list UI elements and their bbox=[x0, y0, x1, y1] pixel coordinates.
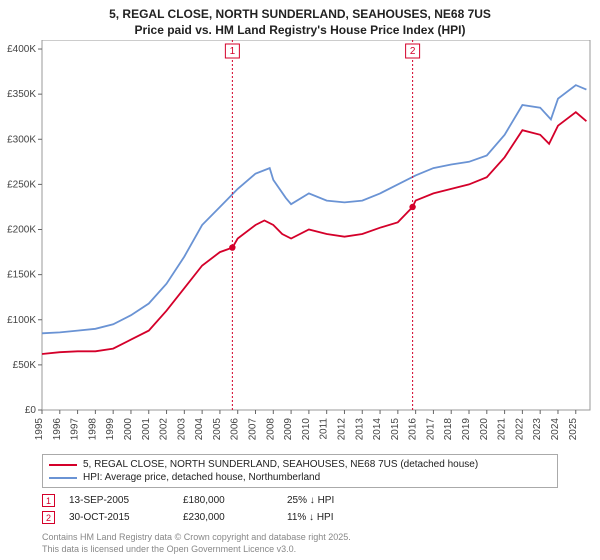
y-tick-label: £350K bbox=[7, 90, 36, 101]
footer: Contains HM Land Registry data © Crown c… bbox=[42, 532, 558, 555]
x-tick-label: 2000 bbox=[123, 418, 134, 441]
y-tick-label: £100K bbox=[7, 315, 36, 326]
x-tick-label: 2014 bbox=[372, 418, 383, 441]
x-tick-label: 2022 bbox=[514, 418, 525, 441]
title-block: 5, REGAL CLOSE, NORTH SUNDERLAND, SEAHOU… bbox=[0, 0, 600, 40]
x-tick-label: 2007 bbox=[248, 418, 259, 441]
x-tick-label: 2016 bbox=[408, 418, 419, 441]
legend-row: 5, REGAL CLOSE, NORTH SUNDERLAND, SEAHOU… bbox=[49, 458, 551, 471]
x-tick-label: 2006 bbox=[230, 418, 241, 441]
x-tick-label: 1996 bbox=[52, 418, 63, 441]
footer-line-2: This data is licensed under the Open Gov… bbox=[42, 544, 558, 555]
x-tick-label: 2003 bbox=[176, 418, 187, 441]
event-date: 30-OCT-2015 bbox=[69, 512, 169, 523]
plot-border bbox=[42, 40, 590, 410]
title-line-2: Price paid vs. HM Land Registry's House … bbox=[10, 22, 590, 38]
event-marker-box: 1 bbox=[42, 494, 55, 507]
legend-swatch bbox=[49, 477, 77, 479]
event-row: 1 13-SEP-2005 £180,000 25% ↓ HPI bbox=[42, 492, 558, 509]
legend-swatch bbox=[49, 464, 77, 466]
x-tick-label: 2021 bbox=[497, 418, 508, 441]
x-tick-label: 2019 bbox=[461, 418, 472, 441]
x-tick-label: 2002 bbox=[159, 418, 170, 441]
x-tick-label: 2023 bbox=[532, 418, 543, 441]
event-marker-box: 2 bbox=[42, 511, 55, 524]
events-table: 1 13-SEP-2005 £180,000 25% ↓ HPI 2 30-OCT-201… bbox=[42, 492, 558, 526]
x-tick-label: 2008 bbox=[265, 418, 276, 441]
legend-row: HPI: Average price, detached house, Nort… bbox=[49, 471, 551, 484]
x-tick-label: 2010 bbox=[301, 418, 312, 441]
event-price: £180,000 bbox=[183, 495, 273, 506]
x-tick-label: 2024 bbox=[550, 418, 561, 441]
event-price: £230,000 bbox=[183, 512, 273, 523]
y-tick-label: £300K bbox=[7, 135, 36, 146]
legend-label: HPI: Average price, detached house, Nort… bbox=[83, 472, 320, 483]
x-tick-label: 2001 bbox=[141, 418, 152, 441]
footer-line-1: Contains HM Land Registry data © Crown c… bbox=[42, 532, 558, 543]
x-tick-label: 1995 bbox=[34, 418, 45, 441]
chart-area: £0 £50K £100K £150K £200K £250K £300K £350K £400… bbox=[0, 40, 600, 450]
y-tick-label: £50K bbox=[13, 360, 37, 371]
x-tick-label: 2009 bbox=[283, 418, 294, 441]
y-tick-label: £250K bbox=[7, 180, 36, 191]
y-tick-label: £400K bbox=[7, 44, 36, 55]
marker-dot-1 bbox=[229, 245, 235, 251]
series-price_paid bbox=[42, 113, 586, 355]
x-tick-label: 2012 bbox=[336, 418, 347, 441]
title-line-1: 5, REGAL CLOSE, NORTH SUNDERLAND, SEAHOU… bbox=[10, 6, 590, 22]
event-row: 2 30-OCT-2015 £230,000 11% ↓ HPI bbox=[42, 509, 558, 526]
legend-label: 5, REGAL CLOSE, NORTH SUNDERLAND, SEAHOU… bbox=[83, 459, 478, 470]
chart-svg: £0 £50K £100K £150K £200K £250K £300K £350K £400… bbox=[0, 40, 600, 450]
x-tick-label: 1999 bbox=[105, 418, 116, 441]
x-tick-label: 2017 bbox=[425, 418, 436, 441]
x-tick-label: 2005 bbox=[212, 418, 223, 441]
marker-num-1: 1 bbox=[230, 47, 236, 58]
y-tick-label: £200K bbox=[7, 225, 36, 236]
marker-dot-2 bbox=[409, 204, 415, 210]
event-date: 13-SEP-2005 bbox=[69, 495, 169, 506]
y-tick-label: £150K bbox=[7, 270, 36, 281]
series-hpi bbox=[42, 85, 586, 333]
x-tick-label: 2025 bbox=[568, 418, 579, 441]
x-tick-label: 2015 bbox=[390, 418, 401, 441]
x-tick-label: 2013 bbox=[354, 418, 365, 441]
x-tick-label: 1997 bbox=[70, 418, 81, 441]
x-tick-label: 2011 bbox=[319, 418, 330, 440]
x-tick-label: 2004 bbox=[194, 418, 205, 441]
event-delta: 11% ↓ HPI bbox=[287, 512, 334, 523]
y-tick-label: £0 bbox=[25, 405, 37, 416]
marker-num-2: 2 bbox=[410, 47, 416, 58]
x-tick-label: 2020 bbox=[479, 418, 490, 441]
legend: 5, REGAL CLOSE, NORTH SUNDERLAND, SEAHOU… bbox=[42, 454, 558, 488]
x-tick-label: 2018 bbox=[443, 418, 454, 441]
x-tick-label: 1998 bbox=[87, 418, 98, 441]
chart-container: 5, REGAL CLOSE, NORTH SUNDERLAND, SEAHOU… bbox=[0, 0, 600, 560]
event-delta: 25% ↓ HPI bbox=[287, 495, 334, 506]
